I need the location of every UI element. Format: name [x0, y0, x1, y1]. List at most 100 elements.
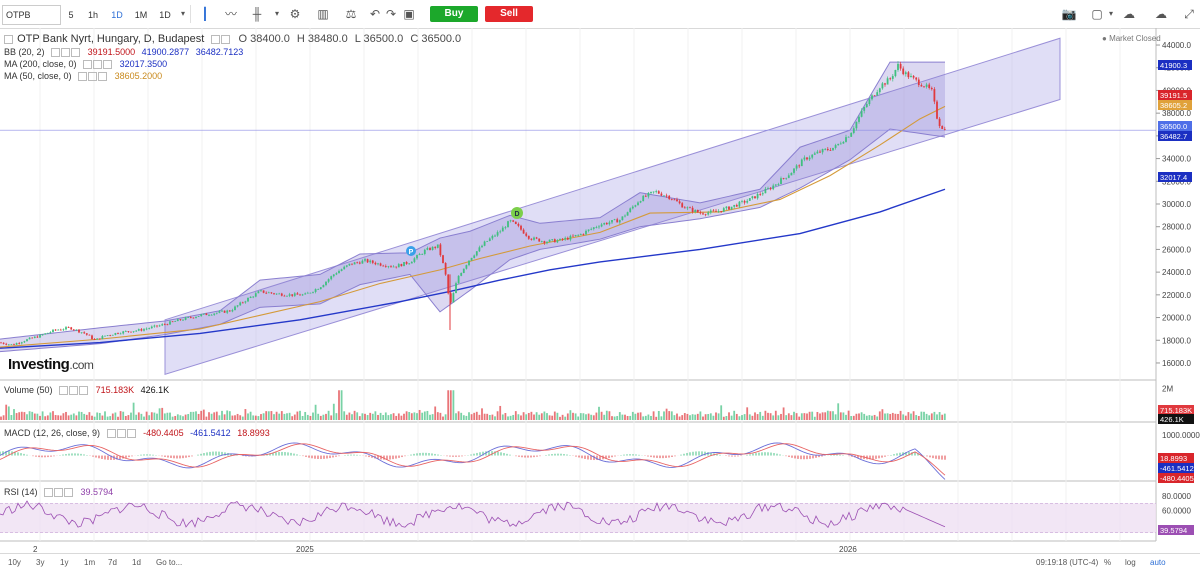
- volume-bar: [367, 415, 369, 420]
- macd-histogram-bar: [212, 452, 213, 456]
- close-icon[interactable]: [127, 429, 136, 438]
- macd-histogram-bar: [68, 454, 69, 456]
- volume-bar: [102, 416, 104, 420]
- close-icon[interactable]: [64, 488, 73, 497]
- macd-histogram-bar: [191, 456, 192, 457]
- visibility-icon[interactable]: [221, 35, 230, 44]
- candle-body: [302, 294, 304, 295]
- candle-body: [284, 296, 286, 297]
- auto-toggle[interactable]: auto: [1150, 558, 1166, 567]
- volume-bar: [538, 415, 540, 420]
- candle-body: [55, 330, 57, 331]
- close-icon[interactable]: [98, 72, 107, 81]
- close-icon[interactable]: [103, 60, 112, 69]
- volume-bar: [382, 415, 384, 420]
- visibility-icon[interactable]: [93, 60, 102, 69]
- settings-icon[interactable]: [51, 48, 60, 57]
- range-1d[interactable]: 1d: [132, 558, 141, 567]
- volume-value-2: 426.1K: [141, 385, 170, 395]
- visibility-icon[interactable]: [88, 72, 97, 81]
- candle-body: [138, 329, 140, 330]
- candle-body: [408, 263, 410, 264]
- volume-bar: [934, 412, 936, 420]
- volume-bar: [408, 412, 410, 420]
- volume-bar: [255, 416, 257, 420]
- settings-icon[interactable]: [107, 429, 116, 438]
- volume-bar: [37, 414, 39, 420]
- volume-bar: [26, 414, 28, 420]
- candle-body: [824, 149, 826, 150]
- visibility-icon[interactable]: [54, 488, 63, 497]
- settings-icon[interactable]: [59, 386, 68, 395]
- settings-icon[interactable]: [83, 60, 92, 69]
- macd-histogram-bar: [44, 456, 45, 458]
- range-7d[interactable]: 7d: [108, 558, 117, 567]
- bb-label: BB (20, 2): [4, 47, 45, 57]
- candle-body: [440, 244, 442, 255]
- candle-body: [588, 230, 590, 231]
- volume-bar: [252, 415, 254, 420]
- volume-bar: [562, 415, 564, 420]
- macd-histogram-bar: [500, 452, 501, 455]
- macd-histogram-bar: [878, 456, 879, 459]
- macd-histogram-bar: [140, 455, 141, 456]
- volume-bar: [213, 412, 215, 420]
- candle-body: [182, 320, 184, 321]
- candle-body: [863, 107, 865, 111]
- candle-body: [856, 122, 858, 128]
- candle-body: [510, 220, 512, 221]
- macd-histogram-bar: [794, 456, 795, 459]
- macd-histogram-bar: [242, 456, 243, 457]
- volume-bar: [154, 413, 156, 420]
- volume-bar: [395, 416, 397, 420]
- volume-bar: [211, 414, 213, 420]
- volume-bar: [161, 408, 163, 420]
- macd-histogram-bar: [695, 451, 696, 455]
- candle-body: [68, 327, 70, 328]
- visibility-icon[interactable]: [117, 429, 126, 438]
- volume-bar: [499, 406, 501, 420]
- close-icon[interactable]: [79, 386, 88, 395]
- volume-bar: [115, 413, 117, 420]
- settings-icon[interactable]: [44, 488, 53, 497]
- candle-body: [733, 205, 735, 207]
- macd-histogram-bar: [143, 454, 144, 455]
- volume-bar: [939, 412, 941, 420]
- candle-body: [250, 297, 252, 298]
- macd-histogram-bar: [497, 452, 498, 456]
- candle-body: [354, 262, 356, 264]
- candle-body: [421, 254, 423, 255]
- candle-body: [533, 238, 535, 240]
- volume-bar: [892, 413, 894, 420]
- candle-body: [484, 242, 486, 246]
- settings-icon[interactable]: [211, 35, 220, 44]
- visibility-icon[interactable]: [61, 48, 70, 57]
- volume-bar: [83, 414, 85, 420]
- macd-histogram-bar: [152, 455, 153, 456]
- candle-body: [479, 247, 481, 251]
- log-toggle[interactable]: log: [1125, 558, 1136, 567]
- collapse-icon[interactable]: [4, 35, 13, 44]
- go-to-date[interactable]: Go to...: [156, 558, 182, 567]
- visibility-icon[interactable]: [69, 386, 78, 395]
- range-1m[interactable]: 1m: [84, 558, 95, 567]
- range-1y[interactable]: 1y: [60, 558, 68, 567]
- candle-body: [806, 158, 808, 160]
- range-3y[interactable]: 3y: [36, 558, 44, 567]
- volume-bar: [325, 414, 327, 420]
- candle-body: [351, 264, 353, 265]
- candle-body: [910, 76, 912, 77]
- macd-histogram-bar: [71, 453, 72, 455]
- candle-body: [629, 208, 631, 212]
- range-10y[interactable]: 10y: [8, 558, 21, 567]
- candle-body: [216, 313, 218, 314]
- candle-body: [622, 216, 624, 220]
- candle-body: [185, 317, 187, 319]
- settings-icon[interactable]: [78, 72, 87, 81]
- candle-body: [122, 331, 124, 333]
- close-icon[interactable]: [71, 48, 80, 57]
- volume-bar: [663, 411, 665, 420]
- percent-toggle[interactable]: %: [1104, 558, 1111, 567]
- volume-bar: [770, 413, 772, 420]
